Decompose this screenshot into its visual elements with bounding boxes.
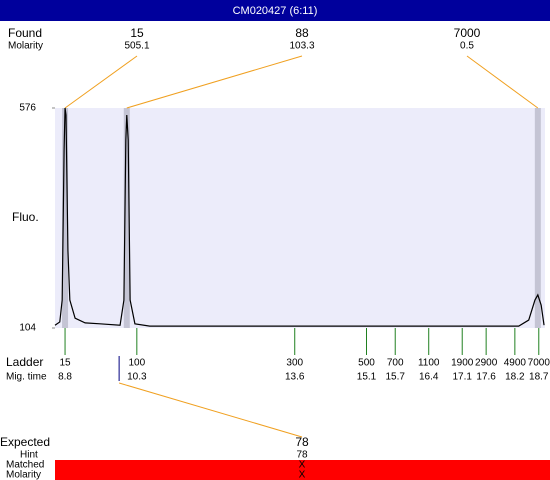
molarity-label: Molarity: [6, 470, 41, 480]
ladder-time: 15.1: [357, 372, 377, 383]
peak-link: [466, 55, 539, 109]
expected-label: Expected: [0, 435, 50, 449]
peak-molarity: 0.5: [460, 41, 474, 52]
y-label: Fluo.: [12, 210, 39, 224]
ladder-size: 2900: [475, 358, 498, 369]
ladder-size: 500: [358, 358, 375, 369]
ladder-time: 16.4: [419, 372, 439, 383]
ladder-size: 300: [286, 358, 303, 369]
peak-band: [123, 108, 130, 328]
peak-link: [64, 55, 138, 109]
hint-value: 78: [296, 450, 308, 461]
peak-molarity: 103.3: [289, 41, 314, 52]
trace: [54, 107, 545, 327]
ladder-label: Ladder: [6, 355, 43, 369]
ladder-size: 4900: [504, 358, 527, 369]
peak-molarity: 505.1: [124, 41, 149, 52]
matched-label: Matched: [6, 460, 44, 471]
ladder-size: 700: [387, 358, 404, 369]
ladder-time: 18.2: [505, 372, 525, 383]
ladder-time: 17.1: [452, 372, 472, 383]
molarity-value: X: [299, 470, 306, 480]
found-sublabel: Molarity: [8, 41, 43, 52]
ladder-time: 8.8: [58, 372, 72, 383]
hint-label: Hint: [20, 450, 38, 461]
y-tick-label: 576: [19, 103, 36, 114]
expected-link: [118, 382, 303, 438]
found-label: Found: [8, 26, 42, 40]
peak-size: 7000: [454, 26, 481, 40]
ladder-size: 7000: [528, 358, 550, 369]
ladder-size: 1100: [418, 358, 440, 369]
ladder-size: 1900: [451, 358, 474, 369]
title: CM020427 (6:11): [233, 5, 318, 17]
matched-bar: [55, 460, 550, 480]
peak-size: 88: [295, 26, 309, 40]
ladder-time: 13.6: [285, 372, 305, 383]
peak-band: [62, 108, 69, 328]
ladder-size: 100: [128, 358, 145, 369]
title-bar: [0, 0, 550, 21]
ladder-sublabel: Mig. time: [6, 372, 47, 383]
ladder-time: 15.7: [385, 372, 405, 383]
peak-link: [126, 55, 303, 109]
plot-area: [55, 108, 545, 328]
ladder-time: 17.6: [476, 372, 496, 383]
y-tick-label: 104: [19, 323, 36, 334]
ladder-time: 18.7: [529, 372, 549, 383]
matched-value: X: [299, 460, 306, 471]
expected-value: 78: [295, 435, 309, 449]
ladder-time: 10.3: [127, 372, 147, 383]
ladder-size: 15: [59, 358, 71, 369]
peak-band: [534, 108, 541, 328]
peak-size: 15: [130, 26, 144, 40]
